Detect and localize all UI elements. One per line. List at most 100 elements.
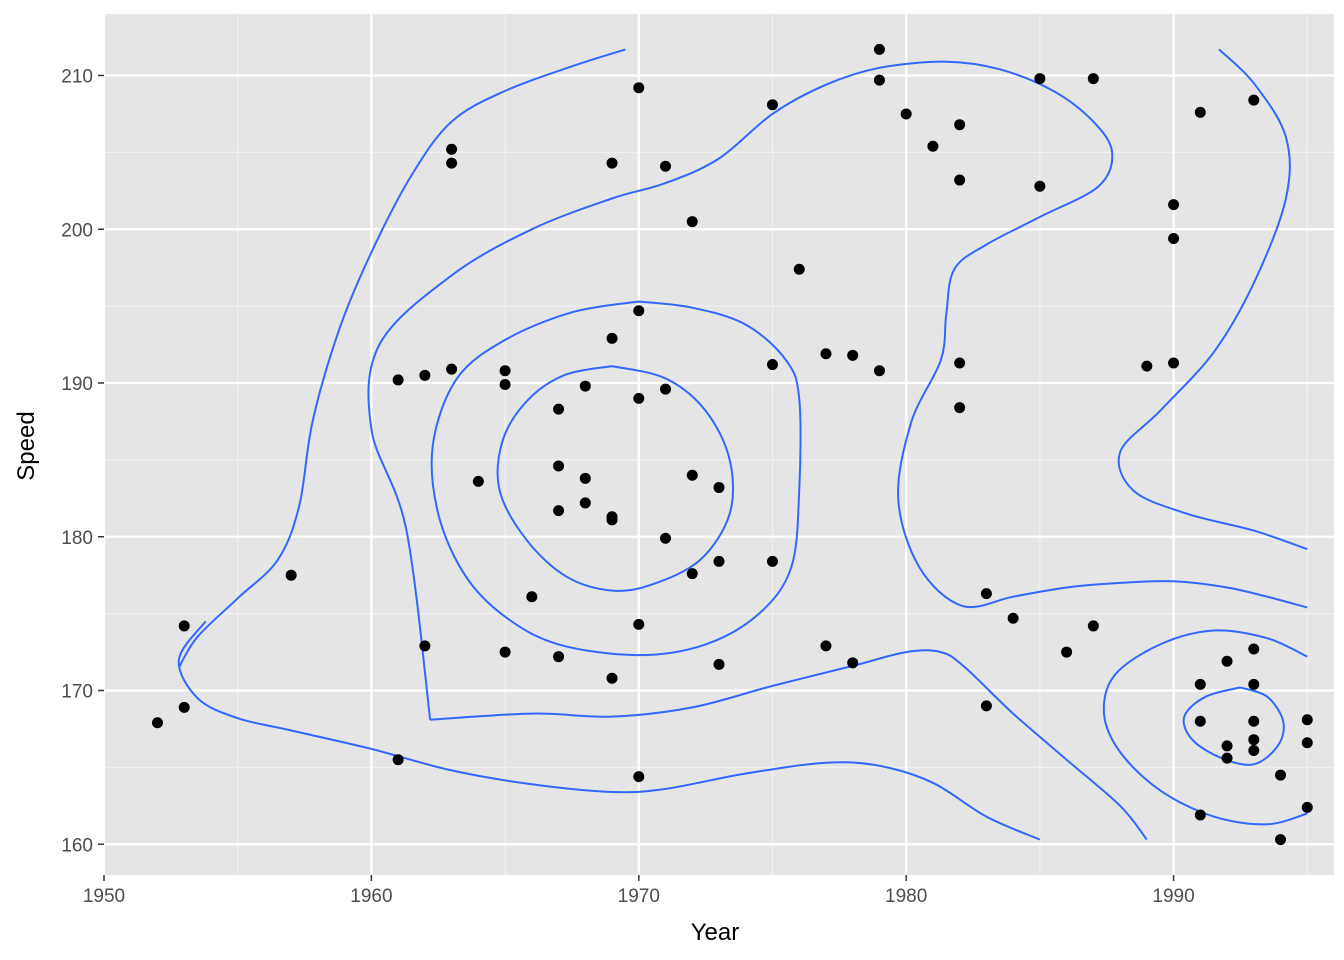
- data-point: [419, 640, 431, 652]
- panel-background: [104, 14, 1334, 875]
- contour-line: [367, 60, 1308, 720]
- data-point: [820, 348, 832, 360]
- data-point: [1061, 646, 1073, 658]
- data-point: [980, 700, 992, 712]
- data-point: [553, 505, 565, 517]
- data-point: [1248, 678, 1260, 690]
- data-point: [1194, 715, 1206, 727]
- data-point: [499, 379, 511, 391]
- x-tick-label: 1970: [618, 886, 660, 907]
- y-tick-label: 180: [61, 528, 93, 549]
- data-point: [766, 555, 778, 567]
- x-tick-label: 1980: [885, 886, 927, 907]
- data-point: [686, 469, 698, 481]
- contour-line: [1182, 686, 1285, 766]
- data-point: [980, 588, 992, 600]
- data-point: [1141, 360, 1153, 372]
- data-point: [526, 591, 538, 603]
- data-point: [178, 701, 190, 713]
- data-point: [1194, 106, 1206, 118]
- data-point: [446, 143, 458, 155]
- data-point: [553, 651, 565, 663]
- data-point: [419, 369, 431, 381]
- data-point: [499, 646, 511, 658]
- y-tick-label: 190: [61, 374, 93, 395]
- data-point: [178, 620, 190, 632]
- data-point: [766, 99, 778, 111]
- data-point: [579, 380, 591, 392]
- data-point: [1301, 714, 1313, 726]
- data-point: [1221, 752, 1233, 764]
- y-tick-label: 160: [61, 835, 93, 856]
- data-point: [633, 618, 645, 630]
- data-point: [1248, 94, 1260, 106]
- data-point: [1301, 801, 1313, 813]
- data-point: [633, 392, 645, 404]
- data-point: [1007, 612, 1019, 624]
- x-axis-ticks: 1950 1960 1970 1980 1990: [83, 875, 1195, 907]
- data-point: [446, 363, 458, 375]
- data-point: [793, 263, 805, 275]
- data-point: [954, 174, 966, 186]
- data-point: [472, 475, 484, 487]
- data-point: [553, 403, 565, 415]
- data-point: [392, 754, 404, 766]
- data-point: [1087, 73, 1099, 85]
- data-point: [1087, 620, 1099, 632]
- data-point: [873, 74, 885, 86]
- data-point: [606, 157, 618, 169]
- data-point: [954, 119, 966, 131]
- data-point: [660, 532, 672, 544]
- data-point: [1221, 740, 1233, 752]
- data-point: [873, 365, 885, 377]
- data-point: [151, 717, 163, 729]
- data-point: [1248, 734, 1260, 746]
- data-point: [766, 359, 778, 371]
- data-point: [1194, 678, 1206, 690]
- contour-line: [496, 365, 735, 592]
- data-point: [954, 402, 966, 414]
- data-point: [686, 568, 698, 580]
- data-point: [606, 514, 618, 526]
- y-axis-title: Speed: [13, 411, 40, 480]
- data-point: [873, 43, 885, 55]
- y-axis-ticks: 160 170 180 190 200 210: [61, 67, 104, 856]
- data-point: [1168, 357, 1180, 369]
- data-point: [1248, 715, 1260, 727]
- data-point: [1168, 232, 1180, 244]
- data-point: [1248, 643, 1260, 655]
- y-tick-label: 210: [61, 67, 93, 88]
- contour-line: [1117, 48, 1308, 551]
- contour-line: [177, 620, 1041, 841]
- scatter-points: [151, 43, 1313, 846]
- x-tick-label: 1960: [350, 886, 392, 907]
- data-point: [820, 640, 832, 652]
- data-point: [606, 672, 618, 684]
- data-point: [1168, 199, 1180, 211]
- contour-line: [430, 300, 802, 657]
- data-point: [553, 460, 565, 472]
- data-point: [847, 657, 859, 669]
- data-point: [1275, 769, 1287, 781]
- data-point: [713, 658, 725, 670]
- data-point: [633, 305, 645, 317]
- data-point: [660, 160, 672, 172]
- data-point: [927, 140, 939, 152]
- data-point: [954, 357, 966, 369]
- contour-line: [1102, 629, 1308, 826]
- data-point: [713, 482, 725, 494]
- data-point: [713, 555, 725, 567]
- data-point: [446, 157, 458, 169]
- data-point: [1301, 737, 1313, 749]
- data-point: [1194, 809, 1206, 821]
- data-point: [1034, 180, 1046, 192]
- data-point: [633, 771, 645, 783]
- data-point: [686, 216, 698, 228]
- data-point: [1248, 744, 1260, 756]
- density-contours: [177, 48, 1308, 841]
- contour-line: [430, 649, 1148, 841]
- data-point: [579, 497, 591, 509]
- y-tick-label: 200: [61, 220, 93, 241]
- data-point: [579, 472, 591, 484]
